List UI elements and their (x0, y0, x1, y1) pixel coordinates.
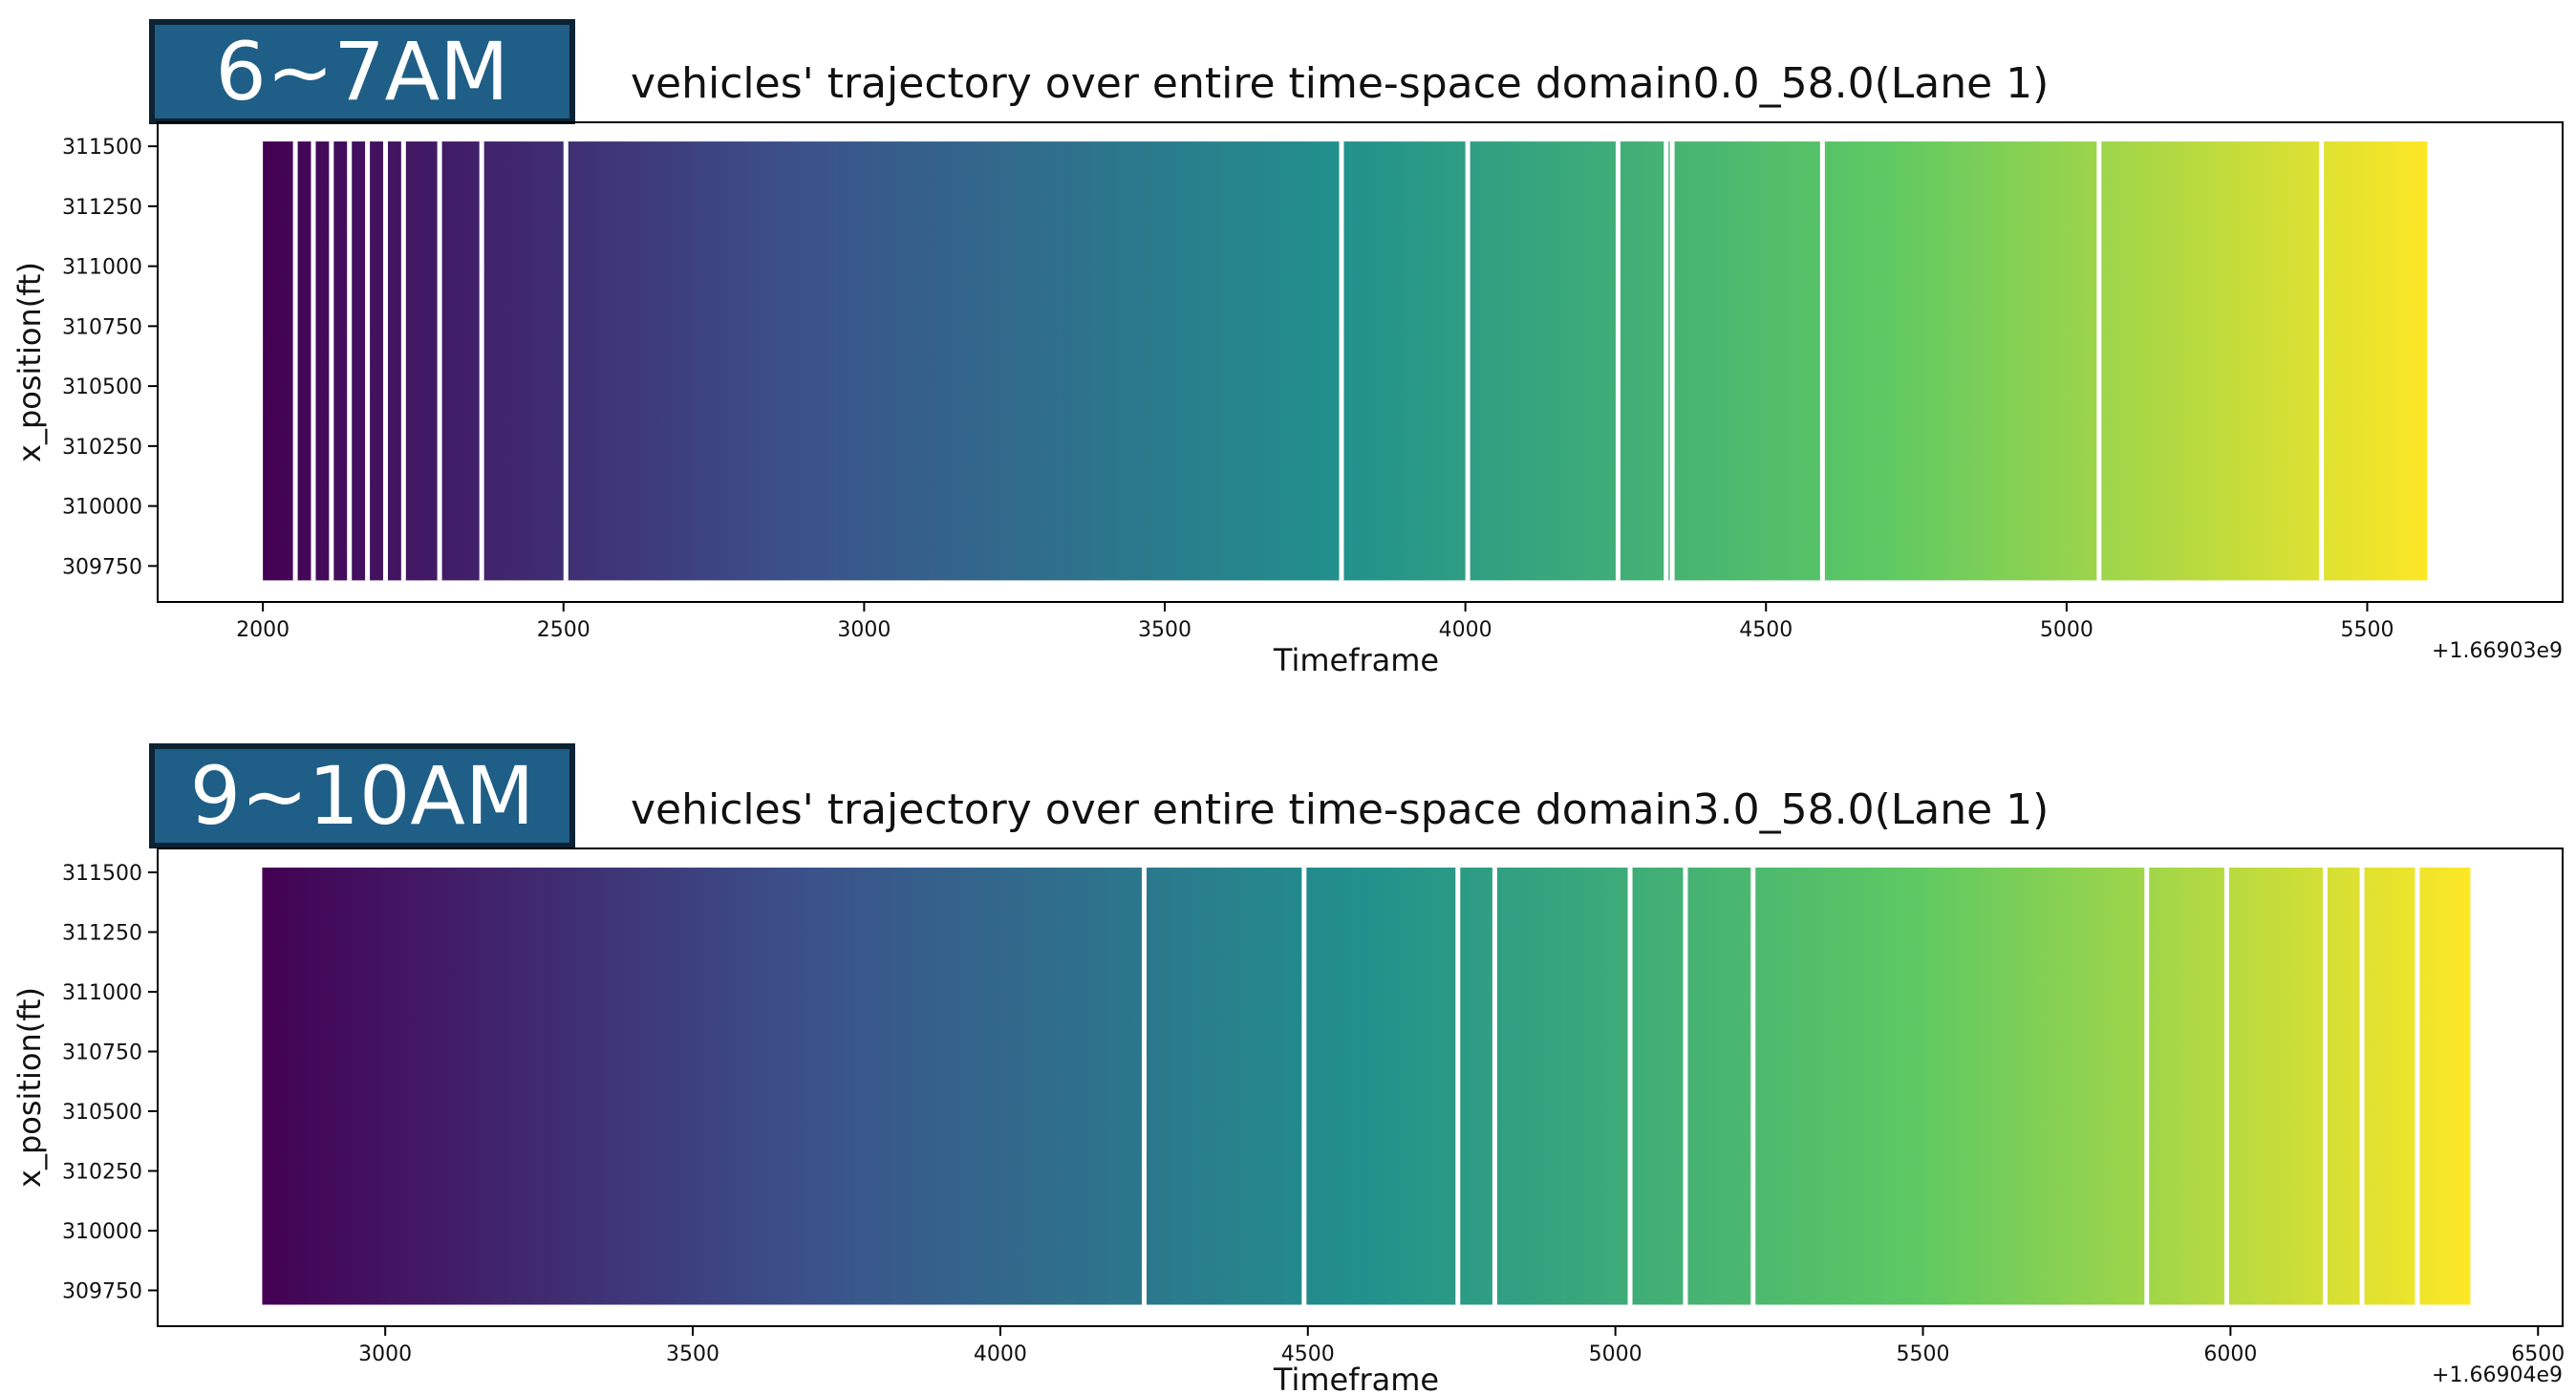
trajectory-gap (1339, 141, 1344, 581)
trajectory-gap (1819, 141, 1825, 581)
trajectory-gap (479, 141, 484, 581)
trajectory-band (262, 868, 2471, 1305)
y-tick-label: 310000 (62, 496, 142, 520)
trajectory-gap (1465, 141, 1470, 581)
x-tick-label: 3500 (666, 1342, 719, 1366)
x-tick-label: 4000 (1439, 618, 1492, 642)
x-offset-label: +1.66903e9 (2432, 639, 2563, 663)
x-tick-label: 4500 (1281, 1342, 1335, 1366)
x-tick-label: 3500 (1138, 618, 1191, 642)
trajectory-gap (2415, 868, 2420, 1305)
x-axis-label: Timeframe (1273, 1362, 1439, 1395)
y-tick-label: 311000 (62, 981, 142, 1005)
trajectory-gap (437, 141, 442, 581)
trajectory-gap (563, 141, 569, 581)
y-tick-label: 310250 (62, 436, 142, 460)
y-tick-label: 309750 (62, 1280, 142, 1304)
x-tick-label: 5000 (1589, 1342, 1642, 1366)
x-tick-label: 3000 (358, 1342, 412, 1366)
time-window-badge-9-10am: 9~10AM (149, 743, 575, 848)
trajectory-gap (365, 141, 371, 581)
x-tick-label: 6500 (2511, 1342, 2565, 1366)
trajectory-gap (1750, 868, 1756, 1305)
trajectory-band (263, 141, 2428, 581)
trajectory-gap (1455, 868, 1461, 1305)
trajectory-gap (1141, 868, 1147, 1305)
trajectory-gap (1683, 868, 1688, 1305)
y-tick-label: 311250 (62, 196, 142, 220)
trajectory-gap (1664, 141, 1669, 581)
chart-1: 2000 2500 3000 3500 4000 4500 5000 5500 309750 31… (11, 59, 2564, 678)
y-tick-label: 310250 (62, 1161, 142, 1185)
trajectory-gap (1669, 141, 1675, 581)
x-axis-label: Timeframe (1273, 642, 1439, 678)
trajectory-gap (2144, 868, 2150, 1305)
trajectory-gap (2322, 868, 2328, 1305)
trajectory-gap (347, 141, 353, 581)
x-tick-label: 3000 (837, 618, 891, 642)
chart-title: vehicles' trajectory over entire time-sp… (631, 59, 2049, 108)
trajectory-gap (1627, 868, 1633, 1305)
trajectory-gap (2223, 868, 2229, 1305)
y-tick-label: 311000 (62, 256, 142, 280)
y-tick-label: 311500 (62, 862, 142, 886)
time-window-badge-6-7am: 6~7AM (149, 19, 575, 124)
plot-frame (157, 848, 2564, 1327)
plot-frame (157, 121, 2564, 603)
x-tick-label: 4500 (1739, 618, 1792, 642)
chart-title: vehicles' trajectory over entire time-sp… (631, 785, 2049, 834)
y-tick-label: 309750 (62, 555, 142, 579)
trajectory-gap (329, 141, 334, 581)
y-tick-label: 310000 (62, 1220, 142, 1244)
x-tick-label: 2000 (236, 618, 290, 642)
trajectory-gap (2359, 868, 2365, 1305)
y-tick-label: 310500 (62, 1101, 142, 1125)
y-tick-label: 311500 (62, 136, 142, 160)
y-tick-label: 311250 (62, 922, 142, 946)
x-tick-label: 5000 (2040, 618, 2093, 642)
x-tick-label: 6000 (2203, 1342, 2257, 1366)
x-tick-label: 5500 (2340, 618, 2394, 642)
x-tick-label: 4000 (974, 1342, 1027, 1366)
x-tick-label: 5500 (1897, 1342, 1950, 1366)
trajectory-gap (1301, 868, 1307, 1305)
trajectory-gap (382, 141, 388, 581)
chart-2: 3000 3500 4000 4500 5000 5500 6000 6500 309750 31… (11, 785, 2565, 1395)
x-tick-label: 2500 (537, 618, 590, 642)
y-tick-label: 310500 (62, 376, 142, 399)
y-axis-label: x_position(ft) (11, 987, 48, 1188)
trajectory-gap (400, 141, 406, 581)
trajectory-gap (1615, 141, 1621, 581)
y-tick-label: 310750 (62, 315, 142, 339)
trajectory-gap (1492, 868, 1497, 1305)
y-axis-label: x_position(ft) (11, 262, 48, 462)
trajectory-gap (292, 141, 298, 581)
trajectory-gap (311, 141, 316, 581)
trajectory-gap (2096, 141, 2102, 581)
y-tick-label: 310750 (62, 1041, 142, 1065)
trajectory-gap (2319, 141, 2325, 581)
x-offset-label: +1.66904e9 (2432, 1363, 2563, 1387)
